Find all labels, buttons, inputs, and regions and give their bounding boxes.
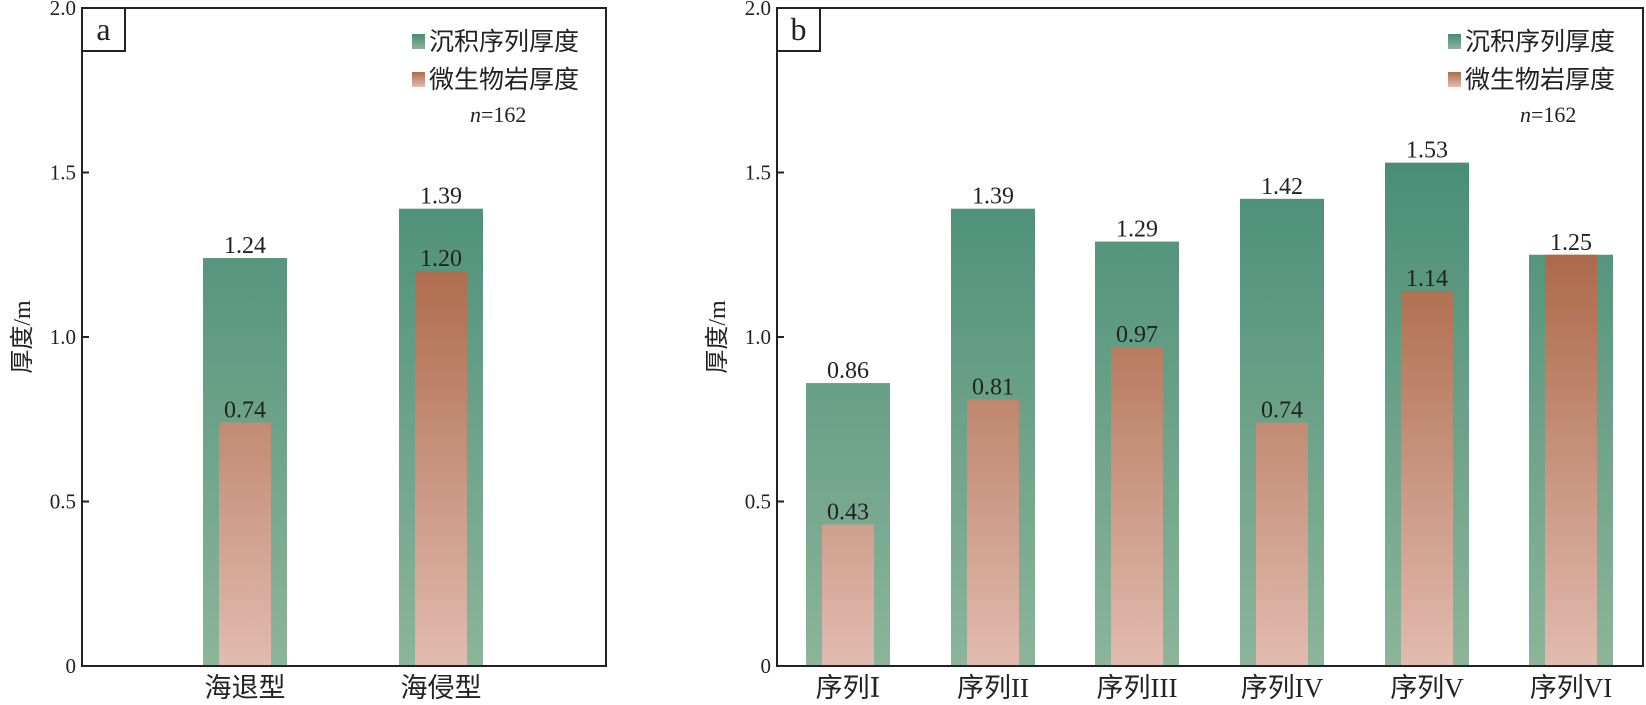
data-label-microbialite: 1.14 — [1406, 266, 1448, 292]
x-tick-label: 序列IV — [1241, 673, 1324, 703]
legend-swatch-microbialite — [412, 72, 425, 87]
sample-size-annotation: n=162 — [470, 102, 526, 127]
y-tick-label: 0.5 — [50, 490, 76, 514]
panel-label-box — [81, 7, 126, 52]
data-label-sequence: 1.29 — [1116, 217, 1158, 243]
legend-label-sequence: 沉积序列厚度 — [429, 28, 579, 56]
data-label-sequence: 1.53 — [1406, 138, 1448, 164]
y-tick-label: 1.0 — [50, 325, 76, 349]
sample-size-value: 162 — [493, 102, 526, 127]
y-axis-label: 厚度/m — [704, 300, 731, 374]
panel-label: a — [96, 11, 110, 47]
equals-sign: = — [481, 102, 493, 127]
sample-size-var: n — [470, 102, 481, 127]
data-label-microbialite: 0.43 — [827, 500, 869, 526]
panel-label-box — [776, 7, 821, 52]
legend-swatch-microbialite — [1448, 72, 1461, 87]
x-tick-label: 序列Ⅰ — [816, 673, 881, 703]
bar-microbialite-thickness — [1401, 290, 1453, 666]
y-axis-label: 厚度/m — [9, 300, 36, 374]
data-label-sequence: 1.39 — [972, 184, 1014, 210]
equals-sign: = — [1531, 102, 1543, 127]
legend-label-microbialite: 微生物岩厚度 — [429, 66, 579, 94]
data-label-sequence: 1.24 — [224, 233, 266, 259]
x-tick-label: 序列VI — [1530, 673, 1613, 703]
sample-size-var: n — [1520, 102, 1531, 127]
panel-label: b — [791, 11, 807, 47]
data-label-sequence: 1.25 — [1550, 230, 1592, 256]
x-tick-label: 序列V — [1390, 673, 1464, 703]
y-tick-label: 1.5 — [745, 161, 771, 185]
data-label-microbialite: 0.81 — [972, 375, 1014, 401]
plot-frame — [776, 7, 1644, 667]
y-tick-label: 1.5 — [50, 161, 76, 185]
data-label-sequence: 1.42 — [1261, 174, 1303, 200]
x-tick-label: 海退型 — [205, 673, 286, 703]
plot-frame — [81, 7, 607, 667]
legend-swatch-sequence — [412, 34, 425, 49]
bar-microbialite-thickness — [219, 422, 271, 666]
bar-microbialite-thickness — [1256, 422, 1308, 666]
data-label-microbialite: 0.74 — [224, 398, 266, 424]
data-label-microbialite: 1.20 — [420, 246, 462, 272]
legend-swatch-sequence — [1448, 34, 1461, 49]
sample-size-annotation: n=162 — [1520, 102, 1576, 127]
x-tick-label: 序列II — [957, 673, 1029, 703]
legend-label-sequence: 沉积序列厚度 — [1465, 28, 1615, 56]
data-label-microbialite: 0.97 — [1116, 322, 1158, 348]
y-tick-label: 2.0 — [50, 0, 76, 20]
x-tick-label: 序列III — [1097, 673, 1178, 703]
bar-microbialite-thickness — [415, 271, 467, 666]
y-tick-label: 0.5 — [745, 490, 771, 514]
bar-microbialite-thickness — [1111, 346, 1163, 666]
y-tick-label: 1.0 — [745, 325, 771, 349]
data-label-sequence: 0.86 — [827, 358, 869, 384]
bar-microbialite-thickness — [1545, 254, 1597, 666]
y-tick-label: 0 — [761, 654, 772, 678]
sample-size-value: 162 — [1543, 102, 1576, 127]
data-label-microbialite: 0.74 — [1261, 398, 1303, 424]
x-tick-label: 海侵型 — [401, 673, 482, 703]
bar-microbialite-thickness — [822, 524, 874, 666]
y-tick-label: 0 — [66, 654, 77, 678]
y-tick-label: 2.0 — [745, 0, 771, 20]
data-label-sequence: 1.39 — [420, 184, 462, 210]
legend-label-microbialite: 微生物岩厚度 — [1465, 66, 1615, 94]
bar-microbialite-thickness — [967, 399, 1019, 666]
